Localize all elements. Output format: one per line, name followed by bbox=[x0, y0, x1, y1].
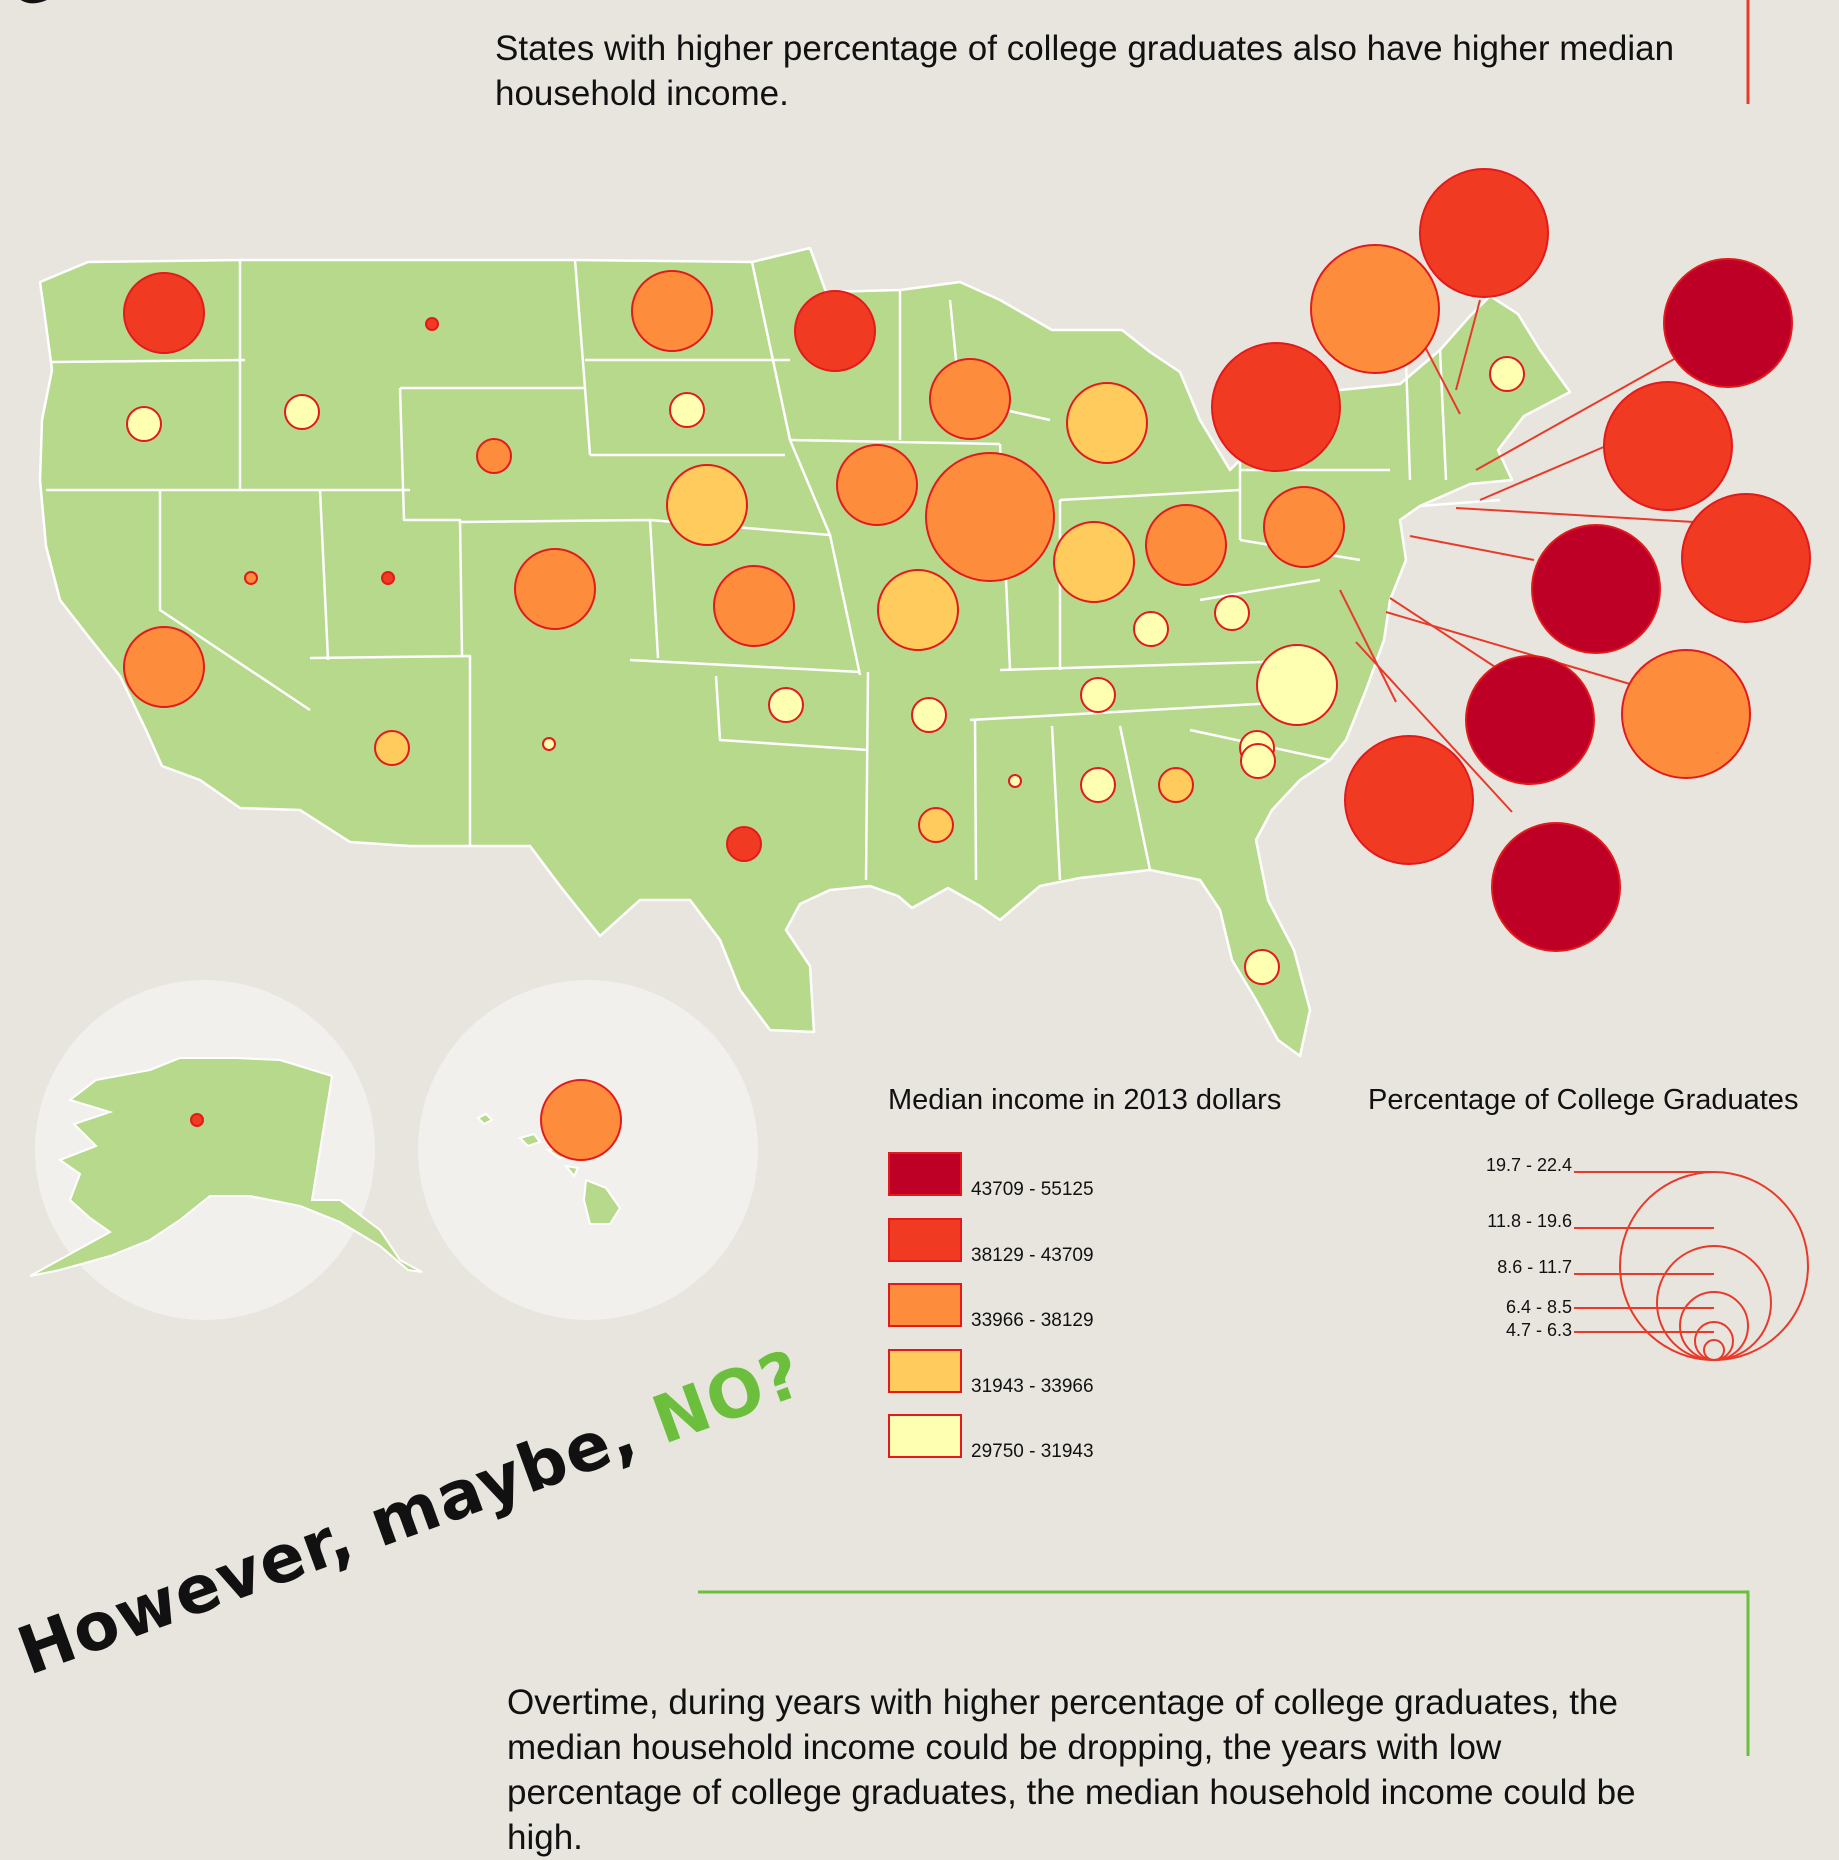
symbol-illinois bbox=[925, 452, 1055, 582]
symbol-hawaii bbox=[540, 1079, 622, 1161]
accent-line-green bbox=[698, 1590, 1750, 1756]
symbol-arkansas bbox=[911, 697, 947, 733]
grad-size-legend bbox=[1574, 1171, 1809, 1361]
symbol-vermont bbox=[1310, 244, 1440, 374]
symbol-north-dakota bbox=[631, 270, 713, 352]
symbol-west-virginia bbox=[1214, 595, 1250, 631]
symbol-massachusetts bbox=[1663, 258, 1793, 388]
symbol-oklahoma bbox=[768, 687, 804, 723]
symbol-colorado bbox=[514, 548, 596, 630]
size-label-4: 11.8 - 19.6 bbox=[1487, 1211, 1572, 1231]
income-label-5: 29750 - 31943 bbox=[971, 1441, 1094, 1462]
symbol-georgia bbox=[1158, 767, 1194, 803]
symbol-ohio bbox=[1145, 504, 1227, 586]
symbol-minnesota bbox=[794, 290, 876, 372]
income-swatch-5 bbox=[888, 1414, 962, 1458]
size-circle-1 bbox=[1703, 1339, 1725, 1361]
income-swatch-4 bbox=[888, 1348, 962, 1393]
symbol-district-of-columbia bbox=[1344, 735, 1474, 865]
income-label-4: 31943 - 33966 bbox=[971, 1375, 1094, 1397]
symbol-arizona bbox=[374, 730, 410, 766]
alaska-land bbox=[29, 1057, 423, 1277]
symbol-new-mexico bbox=[542, 737, 556, 751]
symbol-virginia-callout- bbox=[1491, 822, 1621, 952]
size-label-1: 4.7 - 6.3 bbox=[1505, 1320, 1572, 1340]
symbol-south-dakota bbox=[669, 392, 705, 428]
symbol-california bbox=[123, 626, 205, 708]
symbol-iowa bbox=[836, 444, 918, 526]
symbol-montana bbox=[425, 317, 439, 331]
symbol-virginia bbox=[1256, 644, 1338, 726]
symbol-mississippi bbox=[1008, 774, 1022, 788]
symbol-florida bbox=[1244, 949, 1280, 985]
income-legend-title: Median income in 2013 dollars bbox=[888, 1084, 1282, 1116]
symbol-kentucky bbox=[1133, 611, 1169, 647]
symbol-michigan bbox=[1066, 382, 1148, 464]
symbol-pennsylvania bbox=[1263, 486, 1345, 568]
symbol-new-jersey bbox=[1531, 524, 1661, 654]
symbol-wyoming bbox=[476, 438, 512, 474]
symbol-utah bbox=[381, 571, 395, 585]
income-label-2: 38129 - 43709 bbox=[971, 1244, 1094, 1266]
symbol-indiana bbox=[1053, 521, 1135, 603]
symbol-texas bbox=[726, 826, 762, 862]
symbol-rhode-island bbox=[1603, 381, 1733, 511]
grad-legend-title: Percentage of College Graduates bbox=[1368, 1084, 1799, 1116]
symbol-louisiana bbox=[918, 807, 954, 843]
graduate-symbols bbox=[123, 168, 1811, 1161]
symbol-nebraska bbox=[666, 464, 748, 546]
symbol-alabama bbox=[1080, 767, 1116, 803]
income-label-3: 33966 - 38129 bbox=[971, 1310, 1094, 1331]
size-circle-4 bbox=[1656, 1245, 1772, 1361]
symbol-delaware bbox=[1465, 655, 1595, 785]
symbol-kansas bbox=[713, 565, 795, 647]
symbol-missouri bbox=[877, 569, 959, 651]
income-swatch-2 bbox=[888, 1217, 962, 1262]
us-land-mass bbox=[38, 246, 1572, 1058]
symbol-new-hampshire bbox=[1419, 168, 1549, 298]
size-label-3: 8.6 - 11.7 bbox=[1497, 1257, 1572, 1277]
symbol-maine bbox=[1489, 356, 1525, 392]
symbol-washington bbox=[123, 272, 205, 354]
size-circle-3 bbox=[1679, 1291, 1749, 1361]
contiguous-us bbox=[38, 246, 1572, 1058]
income-label-1: 43709 - 55125 bbox=[971, 1179, 1094, 1200]
symbol-connecticut bbox=[1681, 493, 1811, 623]
symbol-new-york bbox=[1211, 342, 1341, 472]
symbol-wisconsin bbox=[929, 358, 1011, 440]
state-borders bbox=[46, 259, 1501, 881]
symbol-south-carolina bbox=[1240, 743, 1276, 779]
symbol-nevada bbox=[244, 571, 258, 585]
income-swatch-1 bbox=[888, 1152, 962, 1196]
callout-lines bbox=[1339, 299, 1695, 813]
body-text: Overtime, during years with higher perce… bbox=[507, 1683, 1636, 1857]
symbol-idaho bbox=[284, 394, 320, 430]
symbol-alaska bbox=[190, 1113, 204, 1127]
symbol-tennessee bbox=[1080, 677, 1116, 713]
size-label-2: 6.4 - 8.5 bbox=[1505, 1297, 1572, 1317]
intro-text: States with higher percentage of college… bbox=[495, 29, 1675, 113]
size-label-5: 19.7 - 22.4 bbox=[1485, 1155, 1572, 1175]
symbol-maryland bbox=[1621, 649, 1751, 779]
income-swatch-3 bbox=[888, 1283, 962, 1327]
symbol-oregon bbox=[126, 406, 162, 442]
